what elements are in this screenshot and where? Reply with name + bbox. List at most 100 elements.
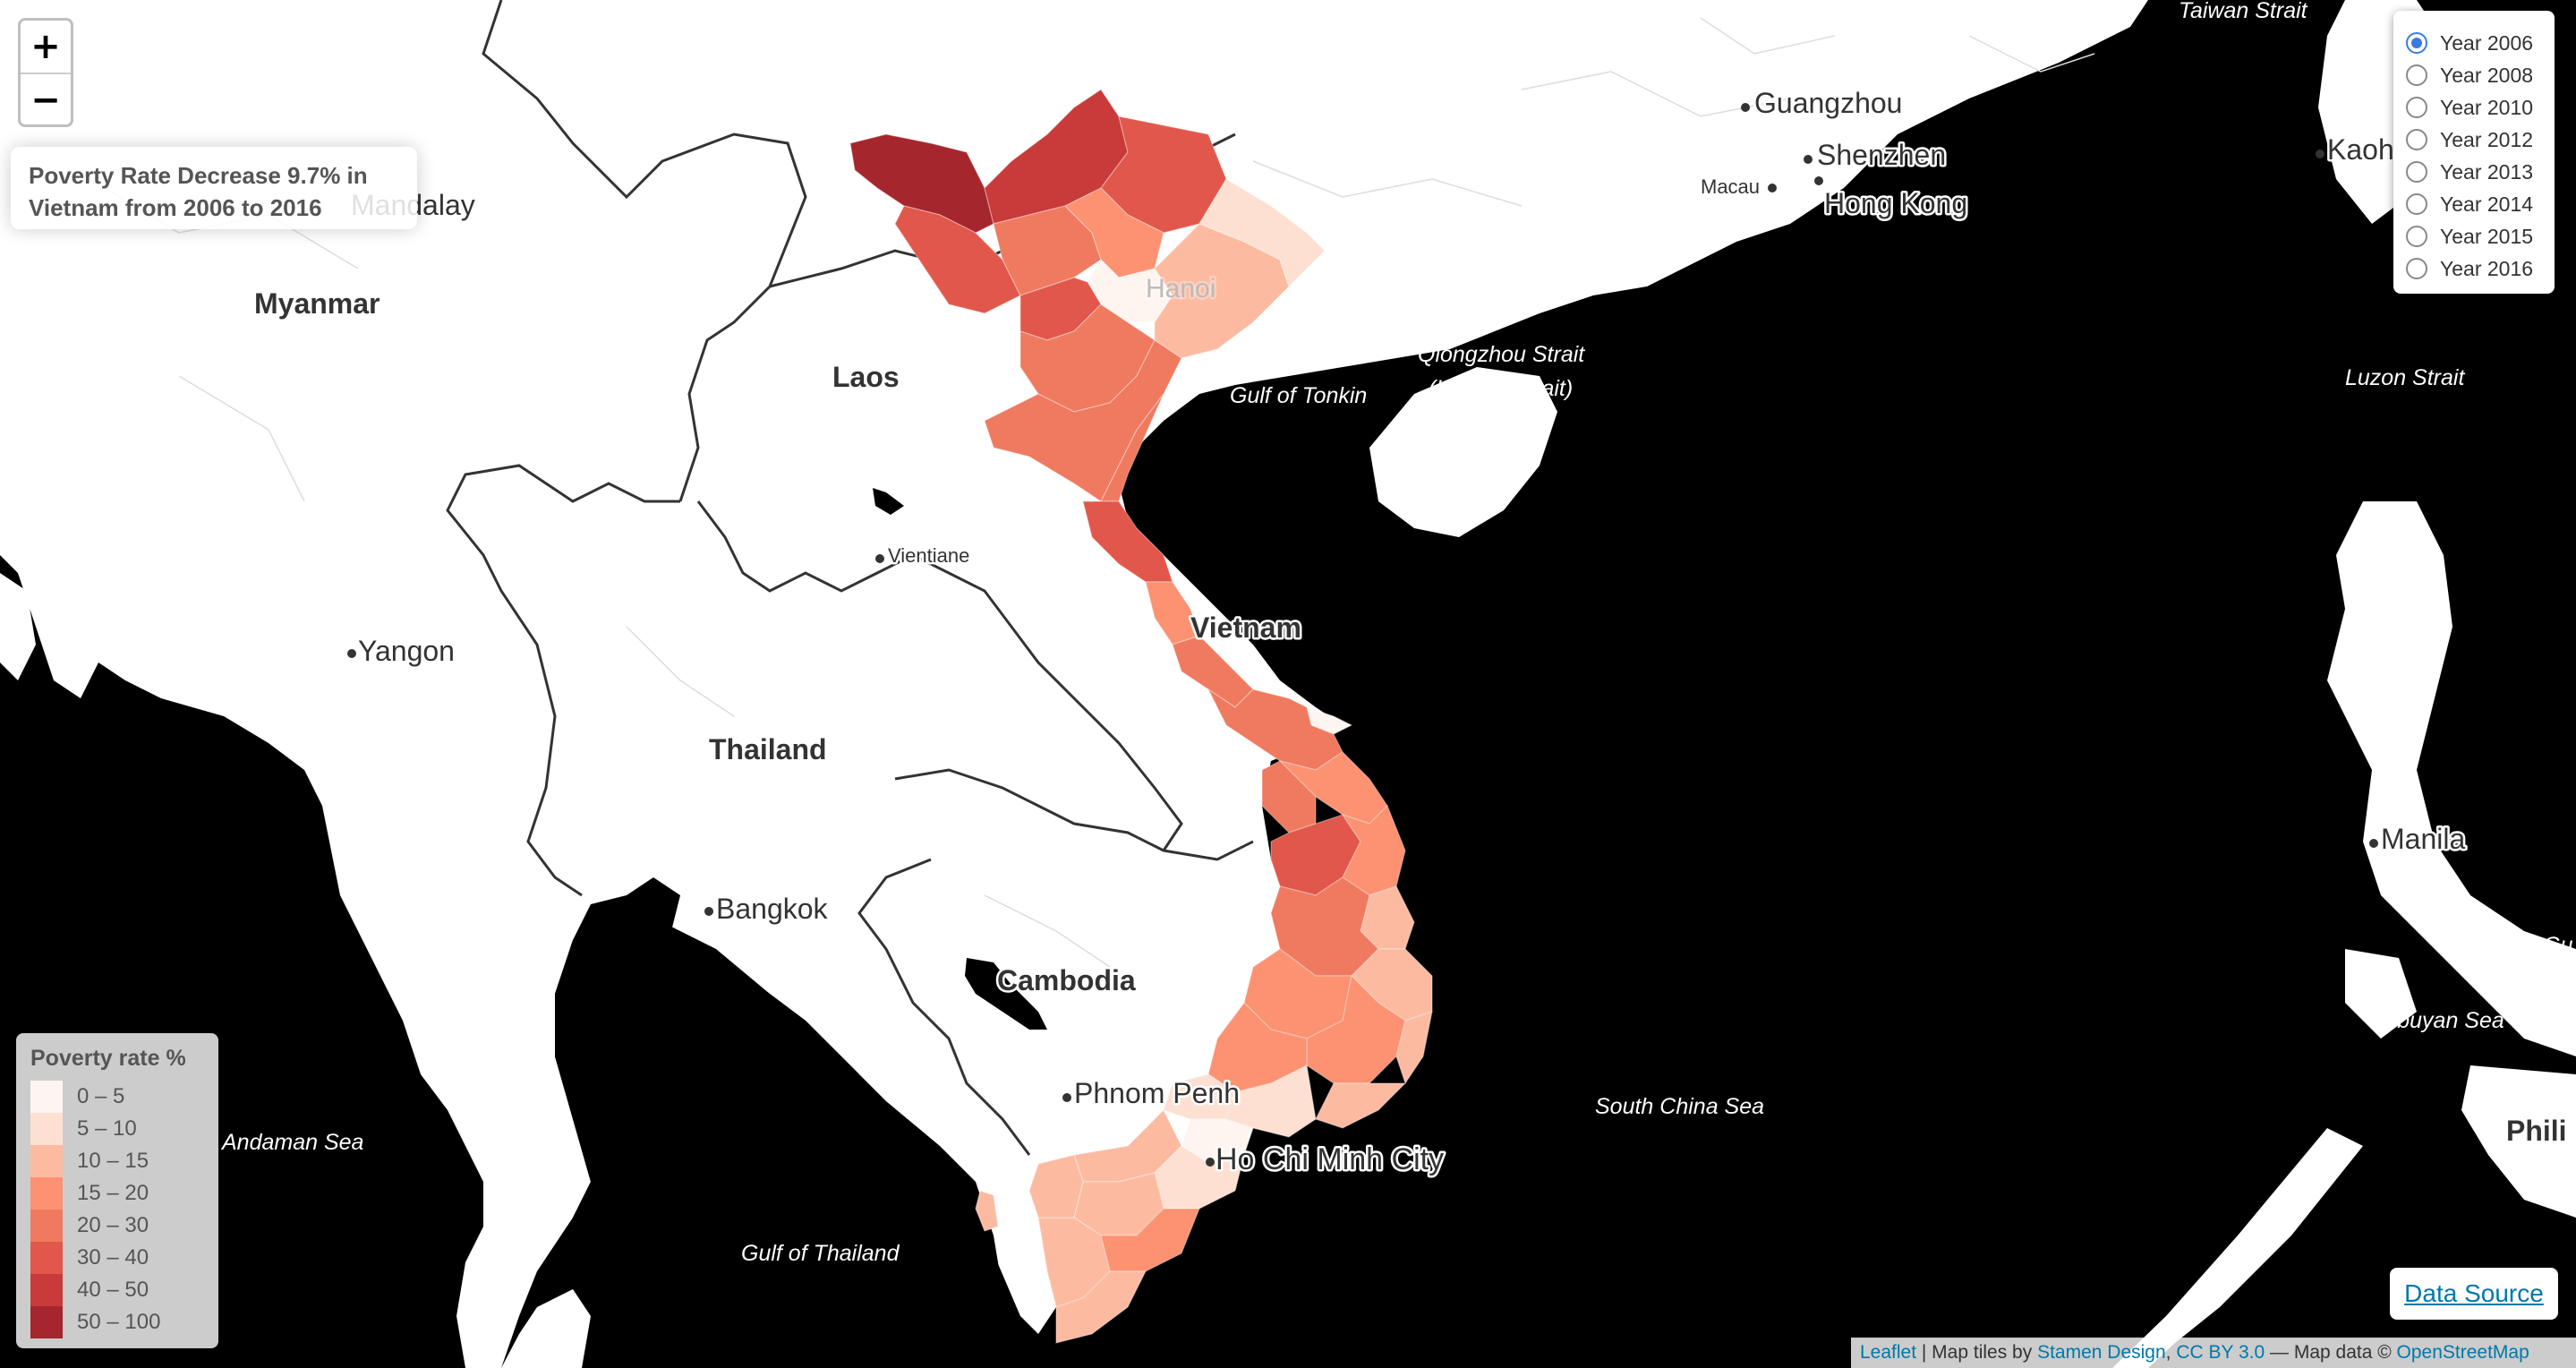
zoom-control: + −	[18, 18, 73, 127]
label-sibuyan: Sibuyan Sea	[2377, 1008, 2504, 1033]
leaflet-link[interactable]: Leaflet	[1860, 1342, 1916, 1364]
label-vietnam: Vietnam	[1190, 611, 1301, 644]
legend-swatch	[30, 1177, 63, 1210]
label-shenzhen: Shenzhen	[1817, 139, 1946, 171]
year-option-label: Year 2010	[2440, 96, 2533, 120]
radio-icon[interactable]	[2406, 193, 2427, 215]
legend-entry: 10 – 15	[30, 1145, 204, 1177]
legend-entry: 15 – 20	[30, 1177, 204, 1210]
legend-swatch	[30, 1306, 63, 1338]
attribution: Leaflet | Map tiles by Stamen Design , C…	[1851, 1338, 2576, 1368]
radio-selected-icon[interactable]	[2406, 32, 2427, 54]
title-info-box: Poverty Rate Decrease 9.7% in Vietnam fr…	[11, 147, 417, 229]
year-layer-control: Year 2006 Year 2008 Year 2010 Year 2012 …	[2393, 11, 2555, 294]
dot-macau	[1768, 184, 1777, 192]
label-hcmc: Ho Chi Minh City	[1215, 1142, 1444, 1176]
attribution-text-2: — Map data ©	[2265, 1342, 2396, 1364]
year-option[interactable]: Year 2010	[2406, 91, 2555, 124]
label-vientiane: Vientiane	[888, 544, 969, 567]
radio-icon[interactable]	[2406, 226, 2427, 247]
label-laos: Laos	[832, 361, 900, 393]
legend-label: 0 – 5	[77, 1084, 124, 1109]
dot-kaoh	[2316, 150, 2324, 158]
dot-phnompenh	[1062, 1093, 1071, 1102]
legend-swatch	[30, 1274, 63, 1306]
stamen-link[interactable]: Stamen Design	[2037, 1342, 2166, 1364]
legend-label: 20 – 30	[77, 1213, 149, 1238]
legend-entry: 5 – 10	[30, 1113, 204, 1145]
legend-swatch	[30, 1145, 63, 1177]
year-option[interactable]: Year 2016	[2406, 252, 2555, 285]
legend-label: 30 – 40	[77, 1245, 149, 1270]
dot-hongkong	[1814, 176, 1823, 185]
radio-icon[interactable]	[2406, 258, 2427, 279]
legend-entry: 20 – 30	[30, 1210, 204, 1242]
label-taiwan-strait: Taiwan Strait	[2179, 0, 2308, 23]
legend-label: 5 – 10	[77, 1116, 137, 1141]
label-luzon-strait: Luzon Strait	[2345, 365, 2465, 390]
dot-shenzhen	[1804, 155, 1813, 164]
label-qiongzhou-2: (Hainan Strait)	[1429, 376, 1573, 401]
radio-icon[interactable]	[2406, 64, 2427, 86]
label-hongkong: Hong Kong	[1824, 187, 1967, 219]
year-option-label: Year 2014	[2440, 192, 2533, 217]
legend-title: Poverty rate %	[30, 1046, 204, 1072]
attribution-text-1: | Map tiles by	[1916, 1342, 2037, 1364]
label-martaban: Gulf of Martaban	[331, 714, 498, 740]
label-yangon: Yangon	[358, 635, 455, 667]
zoom-out-button[interactable]: −	[21, 74, 71, 126]
title-line-1: Poverty Rate Decrease 9.7% in	[29, 159, 399, 192]
year-option[interactable]: Year 2012	[2406, 124, 2555, 156]
legend-swatch	[30, 1210, 63, 1242]
label-guangzhou: Guangzhou	[1754, 87, 1902, 119]
label-qiongzhou-1: Qiongzhou Strait	[1418, 342, 1585, 367]
label-cambodia: Cambodia	[997, 964, 1136, 996]
license-link[interactable]: CC BY 3.0	[2176, 1342, 2265, 1364]
label-tonkin: Gulf of Tonkin	[1230, 383, 1367, 408]
dot-hcmc	[1206, 1158, 1215, 1167]
label-phnompenh: Phnom Penh	[1074, 1077, 1240, 1109]
label-ragay: Ragay Gu	[2472, 933, 2573, 958]
legend-entry: 50 – 100	[30, 1306, 204, 1338]
legend-label: 10 – 15	[77, 1149, 149, 1174]
radio-icon[interactable]	[2406, 161, 2427, 183]
label-kaoh: Kaoh	[2327, 133, 2394, 166]
label-manila: Manila	[2381, 823, 2465, 855]
data-source-link[interactable]: Data Source	[2390, 1268, 2558, 1320]
year-option-label: Year 2013	[2440, 160, 2533, 184]
label-myanmar: Myanmar	[254, 287, 380, 320]
osm-link[interactable]: OpenStreetMap	[2397, 1342, 2529, 1364]
year-option[interactable]: Year 2014	[2406, 188, 2555, 220]
legend: Poverty rate % 0 – 5 5 – 10 10 – 15 15 – 20…	[16, 1033, 218, 1348]
legend-label: 50 – 100	[77, 1310, 160, 1335]
label-scs: South China Sea	[1595, 1094, 1764, 1119]
year-option-label: Year 2016	[2440, 257, 2533, 281]
title-line-2: Vietnam from 2006 to 2016	[29, 192, 399, 224]
label-macau: Macau	[1701, 175, 1760, 198]
legend-label: 40 – 50	[77, 1278, 149, 1303]
label-gulf-thailand: Gulf of Thailand	[741, 1241, 900, 1266]
dot-vientiane	[875, 554, 884, 563]
attribution-comma: ,	[2166, 1342, 2177, 1364]
year-option[interactable]: Year 2015	[2406, 220, 2555, 252]
dot-yangon	[347, 649, 356, 658]
label-bangkok: Bangkok	[716, 893, 829, 925]
year-option[interactable]: Year 2006	[2406, 27, 2555, 59]
legend-swatch	[30, 1113, 63, 1145]
year-option-label: Year 2012	[2440, 128, 2533, 152]
label-thailand: Thailand	[709, 733, 827, 765]
zoom-in-button[interactable]: +	[21, 21, 71, 73]
year-option[interactable]: Year 2013	[2406, 156, 2555, 188]
legend-label: 15 – 20	[77, 1181, 149, 1206]
year-option-label: Year 2008	[2440, 64, 2533, 88]
legend-entry: 0 – 5	[30, 1081, 204, 1113]
year-option[interactable]: Year 2008	[2406, 59, 2555, 91]
radio-icon[interactable]	[2406, 97, 2427, 118]
label-hanoi: Hanoi	[1146, 274, 1215, 304]
radio-icon[interactable]	[2406, 129, 2427, 150]
year-option-label: Year 2015	[2440, 225, 2533, 249]
label-phil: Phili	[2506, 1115, 2567, 1147]
legend-entry: 30 – 40	[30, 1242, 204, 1274]
year-option-label: Year 2006	[2440, 31, 2533, 56]
legend-swatch	[30, 1242, 63, 1274]
